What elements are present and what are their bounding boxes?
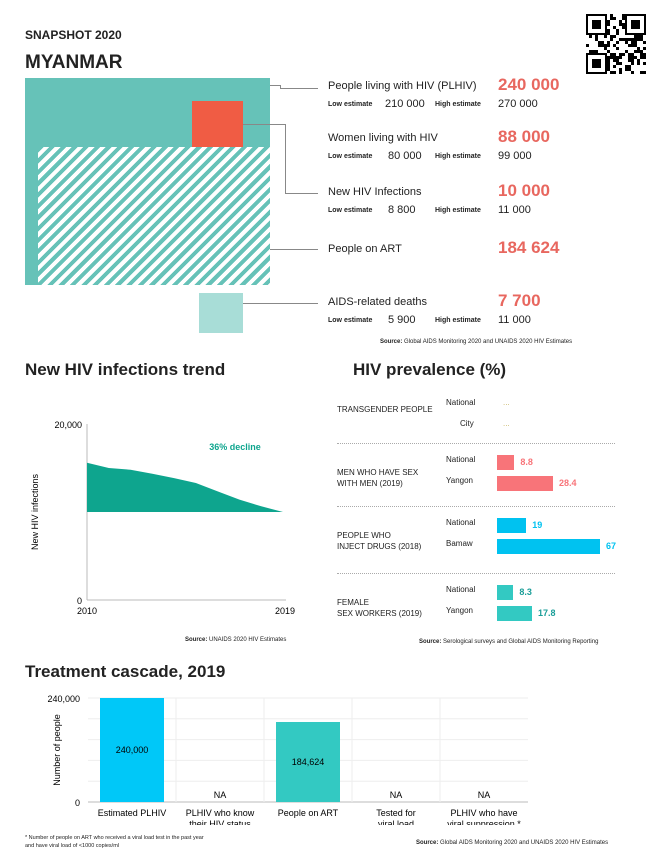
high-estimate-value: 99 000 (498, 150, 532, 162)
category-label: National (446, 398, 476, 407)
low-estimate-value: 210 000 (385, 98, 425, 110)
category-label: National (446, 455, 476, 464)
low-estimate-label: Low estimate (328, 153, 373, 160)
y-tick-label: 240,000 (47, 694, 80, 704)
category-label: Yangon (446, 476, 473, 485)
na-label: NA (390, 790, 403, 800)
prevalence-value: 67 (606, 541, 617, 551)
cascade-chart: 240,000 0 Number of people 240,000 Estimated… (47, 694, 528, 825)
stats-source: Source: Global AIDS Monitoring 2020 and … (380, 339, 573, 345)
trend-title: New HIV infections trend (25, 360, 226, 379)
group-separator (337, 443, 615, 444)
low-estimate-label: Low estimate (328, 317, 373, 324)
high-estimate-label: High estimate (435, 317, 481, 324)
deaths-square (199, 293, 243, 333)
no-data-value: ... (503, 419, 510, 428)
high-estimate-value: 11 000 (498, 314, 531, 326)
low-estimate-label: Low estimate (328, 101, 373, 108)
high-estimate-value: 11 000 (498, 204, 531, 216)
qr-code-icon (586, 14, 646, 74)
cascade-bar (100, 698, 164, 802)
prevalence-value: 19 (532, 520, 543, 530)
high-estimate-label: High estimate (435, 101, 481, 108)
category-label: Estimated PLHIV (98, 808, 167, 818)
decline-annotation: 36% decline (209, 442, 261, 452)
category-label: Tested for (376, 808, 416, 818)
low-estimate-label: Low estimate (328, 207, 373, 214)
y-tick-label: 0 (77, 596, 82, 606)
group-label: PEOPLE WHO INJECT DRUGS (2018) (337, 531, 422, 551)
prevalence-value: 28.4 (559, 478, 577, 488)
group-separator (337, 573, 615, 574)
stat-value: 7 700 (498, 291, 541, 310)
stat-value: 10 000 (498, 181, 550, 200)
group-separator (337, 506, 615, 507)
low-estimate-value: 8 800 (388, 204, 416, 216)
high-estimate-value: 270 000 (498, 98, 538, 110)
stat-label: People living with HIV (PLHIV) (328, 80, 477, 92)
stat-label: New HIV Infections (328, 186, 422, 198)
snapshot-label: SNAPSHOT 2020 (25, 28, 122, 42)
trend-source: Source: UNAIDS 2020 HIV Estimates (185, 637, 287, 643)
category-label: National (446, 585, 476, 594)
country-title: MYANMAR (25, 52, 123, 73)
prevalence-bar (497, 606, 532, 621)
stat-value: 240 000 (498, 75, 560, 94)
prevalence-bar (497, 585, 514, 600)
y-tick-label: 20,000 (54, 420, 82, 430)
low-estimate-value: 5 900 (388, 314, 416, 326)
prevalence-bar (497, 518, 527, 533)
na-label: NA (214, 790, 227, 800)
y-axis-label: New HIV infections (30, 473, 40, 550)
stat-label: People on ART (328, 243, 402, 255)
cascade-footnote: * Number of people on ART who received a… (25, 835, 204, 849)
na-label: NA (478, 790, 491, 800)
category-label: People on ART (278, 808, 339, 818)
category-label: their HIV status (189, 819, 251, 825)
category-label: Bamaw (446, 539, 473, 548)
y-axis-label: Number of people (52, 714, 62, 786)
category-label: Yangon (446, 606, 473, 615)
prevalence-source: Source: Serological surveys and Global A… (419, 639, 599, 645)
group-label: MEN WHO HAVE SEX WITH MEN (2019) (337, 468, 419, 488)
group-label: TRANSGENDER PEOPLE (337, 405, 433, 414)
category-label: PLHIV who know (186, 808, 255, 818)
stat-value: 184 624 (498, 238, 560, 257)
y-tick-label: 0 (75, 798, 80, 808)
prevalence-bar (497, 539, 600, 554)
cascade-title: Treatment cascade, 2019 (25, 662, 226, 681)
bar-value-label: 240,000 (116, 745, 149, 755)
category-label: viral suppression * (447, 819, 521, 825)
stat-label: Women living with HIV (328, 132, 438, 144)
high-estimate-label: High estimate (435, 153, 481, 160)
low-estimate-value: 80 000 (388, 150, 422, 162)
prevalence-value: 8.3 (519, 587, 532, 597)
stat-label: AIDS-related deaths (328, 296, 428, 308)
prevalence-title: HIV prevalence (%) (353, 360, 507, 379)
trend-area (87, 462, 283, 512)
category-label: National (446, 518, 476, 527)
category-label: viral load (378, 819, 414, 825)
prevalence-value: 8.8 (520, 457, 533, 467)
x-tick-label: 2019 (275, 606, 295, 616)
art-hatched-square (38, 147, 270, 285)
prevalence-bar (497, 455, 515, 470)
cascade-bar (276, 721, 340, 802)
prevalence-value: 17.8 (538, 608, 556, 618)
group-label: FEMALE SEX WORKERS (2019) (337, 598, 422, 618)
stat-value: 88 000 (498, 127, 550, 146)
no-data-value: ... (503, 398, 510, 407)
cascade-source: Source: Global AIDS Monitoring 2020 and … (416, 840, 609, 846)
category-label: City (460, 419, 474, 428)
x-tick-label: 2010 (77, 606, 97, 616)
high-estimate-label: High estimate (435, 207, 481, 214)
bar-value-label: 184,624 (292, 757, 325, 767)
women-square (192, 101, 243, 147)
prevalence-bar (497, 476, 553, 491)
category-label: PLHIV who have (450, 808, 517, 818)
